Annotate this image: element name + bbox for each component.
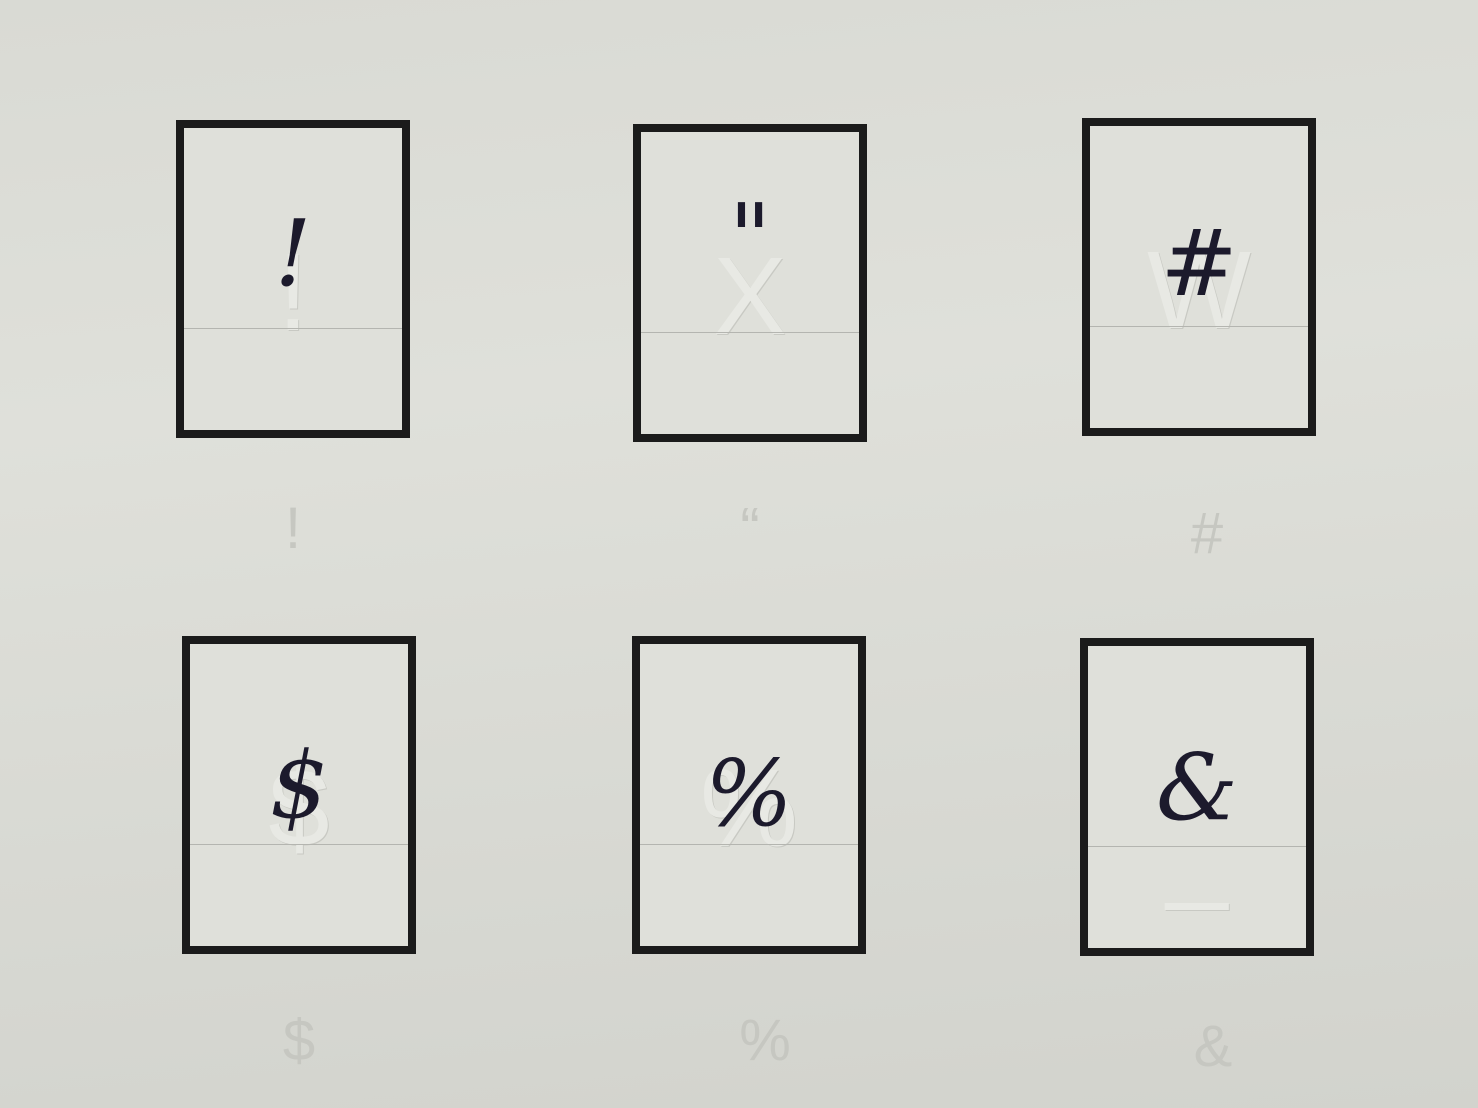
guide-glyph-quote: “	[740, 496, 760, 561]
guide-glyph-percent: %	[739, 1008, 791, 1073]
baseline	[640, 844, 858, 845]
guide-glyph-exclamation: !	[284, 496, 302, 561]
writing-box[interactable]: $ $	[182, 636, 416, 954]
writing-box[interactable]: W #	[1082, 118, 1316, 436]
baseline	[1090, 326, 1308, 327]
guide-glyph-dollar: $	[282, 1008, 316, 1073]
baseline	[1088, 846, 1306, 847]
card-dollar: $ $	[182, 636, 416, 954]
writing-box[interactable]: X "	[633, 124, 867, 442]
handwritten-glyph: "	[728, 184, 772, 291]
writing-box[interactable]: _ &	[1080, 638, 1314, 956]
handwritten-glyph: %	[705, 740, 793, 847]
embossed-glyph: W	[1147, 229, 1251, 352]
card-ampersand: _ &	[1080, 638, 1314, 956]
card-hash: W #	[1082, 118, 1316, 436]
card-exclamation: ! !	[176, 120, 410, 438]
embossed-glyph: _	[1166, 789, 1228, 912]
handwritten-glyph: !	[274, 200, 312, 307]
guide-glyph-ampersand: &	[1193, 1014, 1233, 1079]
baseline	[190, 844, 408, 845]
card-quote: X "	[633, 124, 867, 442]
guide-glyph-hash: #	[1190, 501, 1224, 566]
handwritten-glyph: #	[1160, 210, 1238, 317]
baseline	[184, 328, 402, 329]
handwritten-glyph: &	[1156, 734, 1238, 841]
embossed-glyph: !	[277, 231, 309, 354]
handwritten-glyph: $	[269, 732, 329, 839]
baseline	[641, 332, 859, 333]
embossed-glyph: X	[713, 235, 787, 358]
embossed-glyph: %	[700, 747, 798, 870]
card-percent: % %	[632, 636, 866, 954]
writing-box[interactable]: % %	[632, 636, 866, 954]
writing-box[interactable]: ! !	[176, 120, 410, 438]
embossed-glyph: $	[268, 747, 330, 870]
